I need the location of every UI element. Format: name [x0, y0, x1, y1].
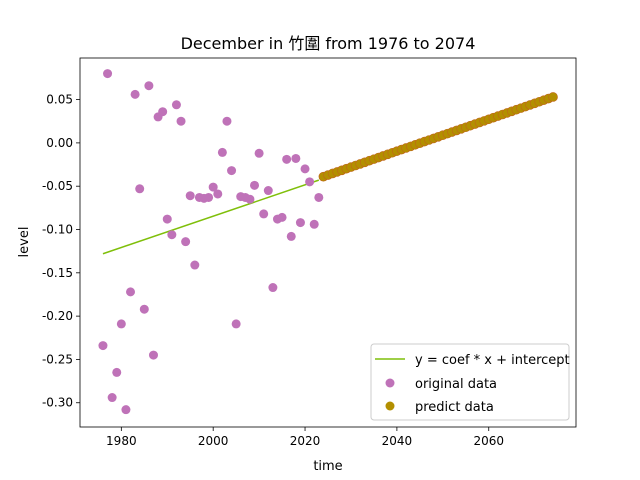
fit-line [102, 179, 320, 255]
original-data-point [162, 214, 172, 224]
legend-original-label: original data [415, 377, 497, 392]
original-data-point [144, 81, 154, 91]
original-data-point [107, 393, 117, 403]
chart-title: December in 竹圍 from 1976 to 2074 [181, 34, 476, 53]
original-data-point [103, 69, 113, 79]
original-data-point [286, 231, 296, 241]
original-data-point [254, 148, 264, 158]
y-tick-label: -0.15 [42, 266, 73, 280]
original-data-point [222, 116, 232, 126]
original-data-point [227, 166, 237, 176]
original-data-point [268, 283, 278, 293]
original-data-point [112, 367, 122, 377]
original-data-point [190, 260, 200, 270]
original-data-point [309, 219, 319, 229]
original-data-point [245, 194, 255, 204]
original-data-point [181, 237, 191, 247]
original-data-point [263, 186, 273, 196]
legend-original-swatch [385, 378, 395, 388]
original-data-point [204, 192, 214, 202]
original-data-point [213, 189, 223, 199]
predict-data-points [318, 92, 558, 182]
original-data-point [167, 230, 177, 240]
original-data-point [208, 182, 218, 192]
original-data-point [135, 184, 145, 194]
legend-predict-swatch [385, 401, 395, 411]
original-data-point [295, 218, 305, 228]
y-tick-label: -0.25 [42, 352, 73, 366]
legend: y = coef * x + intercept original data p… [370, 343, 570, 421]
y-tick-label: 0.00 [46, 136, 73, 150]
original-data-point [121, 405, 131, 415]
original-data-point [300, 164, 310, 174]
x-axis-ticks: 1980 2000 2020 2040 2060 [106, 427, 504, 448]
y-axis-ticks: 0.05 0.00 -0.05 -0.10 -0.15 -0.20 -0.25 -0.30 [42, 93, 80, 410]
x-tick-label: 1980 [106, 434, 137, 448]
original-data-point [231, 319, 241, 329]
original-data-points [98, 69, 324, 415]
x-tick-label: 2040 [382, 434, 413, 448]
original-data-point [130, 89, 140, 99]
predict-data-point [548, 92, 558, 102]
x-axis-label: time [313, 459, 342, 474]
original-data-point [291, 153, 301, 163]
y-tick-label: -0.05 [42, 179, 73, 193]
original-data-point [305, 177, 315, 187]
x-tick-label: 2020 [290, 434, 321, 448]
original-data-point [217, 147, 227, 157]
original-data-point [139, 304, 149, 314]
original-data-point [116, 319, 126, 329]
y-tick-label: 0.05 [46, 93, 73, 107]
y-tick-label: -0.30 [42, 396, 73, 410]
original-data-point [314, 192, 324, 202]
fit-line-group [102, 179, 320, 255]
legend-box [370, 343, 570, 421]
original-data-point [158, 107, 168, 117]
plot-frame [79, 57, 577, 428]
y-tick-label: -0.20 [42, 309, 73, 323]
original-data-point [185, 191, 195, 201]
legend-predict-label: predict data [415, 400, 494, 415]
original-data-point [171, 100, 181, 110]
original-data-point [148, 350, 158, 360]
original-data-point [176, 116, 186, 126]
x-tick-label: 2060 [473, 434, 504, 448]
original-data-point [259, 209, 269, 219]
y-axis-label: level [17, 227, 32, 258]
y-tick-label: -0.10 [42, 223, 73, 237]
legend-fit-line-label: y = coef * x + intercept [415, 353, 570, 368]
x-tick-label: 2000 [198, 434, 229, 448]
original-data-point [98, 341, 108, 351]
original-data-point [126, 287, 136, 297]
original-data-point [282, 154, 292, 164]
original-data-point [277, 212, 287, 222]
original-data-point [250, 180, 260, 190]
